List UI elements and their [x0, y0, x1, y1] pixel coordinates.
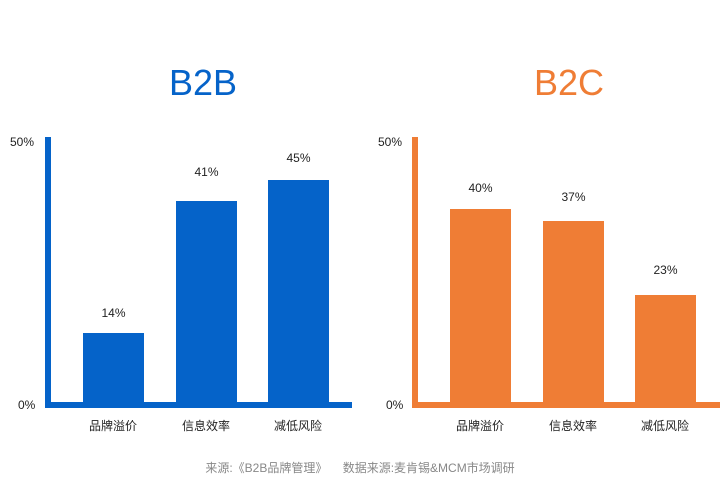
b2c-y-axis: [412, 137, 418, 408]
b2c-chart-title: B2C: [533, 62, 605, 103]
b2c-category-label: 品牌溢价: [455, 419, 504, 433]
b2c-value-label: 23%: [653, 263, 678, 277]
b2b-x-axis: [45, 402, 352, 408]
b2c-bar-reduce-risk: [635, 295, 696, 403]
data-source-text: 数据来源:麦肯锡&MCM市场调研: [342, 461, 515, 475]
b2c-category-label: 减低风险: [640, 419, 689, 433]
b2c-bar-brand-premium: [450, 209, 511, 403]
b2b-bar-brand-premium: [83, 333, 144, 403]
b2b-value-label: 45%: [286, 151, 311, 165]
b2c-category-label: 信息效率: [548, 419, 597, 433]
b2b-category-label: 减低风险: [273, 419, 322, 433]
b2c-bar-info-efficiency: [543, 221, 604, 403]
b2b-ytick-50: 50%: [10, 135, 35, 149]
b2b-value-label: 41%: [194, 165, 219, 179]
b2b-y-axis: [45, 137, 51, 408]
b2b-category-label: 品牌溢价: [88, 419, 137, 433]
b2b-bar-info-efficiency: [176, 201, 237, 403]
b2c-x-axis: [412, 402, 720, 408]
b2b-bar-reduce-risk: [268, 180, 329, 403]
b2c-ytick-0: 0%: [386, 398, 404, 412]
b2c-value-label: 37%: [561, 190, 586, 204]
b2b-value-label: 14%: [101, 306, 126, 320]
b2b-ytick-0: 0%: [18, 398, 36, 412]
source-text: 来源:《B2B品牌管理》: [205, 461, 328, 475]
source-footer: 来源:《B2B品牌管理》 数据来源:麦肯锡&MCM市场调研: [0, 461, 720, 475]
b2b-category-label: 信息效率: [181, 419, 230, 433]
b2c-ytick-50: 50%: [378, 135, 403, 149]
b2c-value-label: 40%: [468, 181, 493, 195]
b2b-chart-title: B2B: [168, 62, 238, 103]
